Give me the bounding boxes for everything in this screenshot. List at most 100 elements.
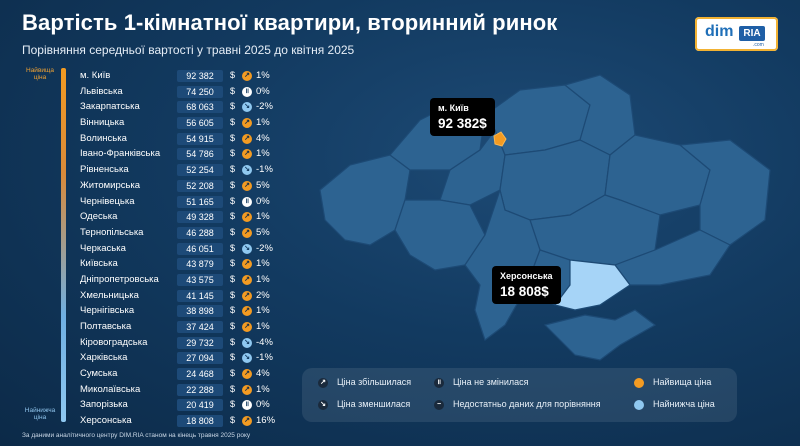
currency-symbol: $: [230, 70, 236, 80]
region-price: 24 468: [177, 368, 223, 381]
legend-lowest: Найнижча ціна: [634, 399, 715, 410]
region-name: Хмельницька: [80, 289, 139, 301]
region-name: Волинська: [80, 132, 127, 144]
price-change: 1%: [256, 148, 270, 160]
region-price: 37 424: [177, 321, 223, 333]
currency-symbol: $: [230, 383, 236, 394]
currency-symbol: $: [230, 258, 236, 269]
region-price: 54 786: [177, 148, 223, 161]
region-name: Київська: [80, 258, 118, 270]
region-name: Вінницька: [80, 117, 125, 129]
pause-icon: ॥: [434, 377, 444, 388]
region-price: 43 879: [177, 258, 223, 271]
region-name: Миколаївська: [80, 383, 141, 395]
currency-symbol: $: [230, 117, 236, 128]
map-legend: ↗ Ціна збільшилася ↘ Ціна зменшилася ॥ Ціна…: [302, 368, 737, 422]
region-name: Черкаська: [80, 242, 126, 254]
pause-icon: ॥: [242, 400, 252, 411]
blue-dot-icon: [634, 399, 644, 410]
currency-symbol: $: [230, 226, 236, 237]
price-change: 2%: [256, 289, 270, 301]
price-change: 1%: [256, 70, 270, 81]
up-arrow-icon: ↗: [242, 180, 252, 191]
currency-symbol: $: [230, 164, 236, 175]
table-row: Харківська 27 094 $ ↘ -1%: [80, 350, 273, 366]
currency-symbol: $: [230, 195, 236, 206]
currency-symbol: $: [230, 415, 236, 426]
table-row: Херсонська 18 808 $ ↗ 16%: [80, 413, 275, 429]
currency-symbol: $: [230, 273, 236, 284]
region-price: 52 208: [177, 179, 223, 192]
table-row: Одеська 49 328 $ ↗ 1%: [80, 209, 270, 225]
region-price: 38 898: [177, 305, 223, 318]
minus-icon: −: [434, 399, 444, 410]
region-name: Житомирська: [80, 179, 141, 191]
price-change: 1%: [256, 305, 270, 317]
down-arrow-icon: ↘: [242, 243, 252, 254]
callout-lowest: Херсонська 18 808$: [492, 266, 561, 304]
region-price: 29 732: [177, 336, 223, 349]
region-price: 92 382: [177, 70, 223, 82]
up-arrow-icon: ↗: [242, 416, 252, 427]
page-title: Вартість 1-кімнатної квартири, вторинний…: [22, 10, 558, 35]
map-region-kyiv-city: [493, 131, 507, 147]
region-name: Полтавська: [80, 321, 132, 332]
price-change: 16%: [256, 415, 276, 427]
region-price: 68 063: [177, 101, 223, 114]
down-arrow-icon: ↘: [242, 353, 252, 364]
legend-down-label: Ціна зменшилася: [337, 399, 411, 409]
map-region-crimea: [543, 309, 657, 361]
currency-symbol: $: [230, 289, 236, 300]
callout-highest-value: 92 382$: [438, 116, 487, 131]
region-name: Дніпропетровська: [80, 273, 159, 285]
callout-highest-name: м. Київ: [438, 103, 469, 113]
price-change: 5%: [256, 226, 270, 238]
region-price: 56 605: [177, 117, 223, 130]
region-price: 27 094: [177, 352, 223, 365]
table-row: Дніпропетровська 43 575 $ ↗ 1%: [80, 272, 270, 288]
region-name: Харківська: [80, 352, 128, 364]
currency-symbol: $: [230, 352, 236, 363]
region-name: м. Київ: [80, 70, 111, 81]
currency-symbol: $: [230, 242, 236, 253]
table-row: Рівненська 52 254 $ ↘ -1%: [80, 162, 273, 178]
currency-symbol: $: [230, 305, 236, 316]
legend-same-label: Ціна не змінилася: [453, 377, 529, 387]
region-name: Закарпатська: [80, 101, 140, 113]
price-scale-bar: [61, 68, 66, 422]
table-row: Івано-Франківська 54 786 $ ↗ 1%: [80, 146, 270, 162]
down-arrow-icon: ↘: [242, 165, 252, 176]
up-arrow-icon: ↗: [242, 133, 252, 144]
up-arrow-icon: ↗: [242, 227, 252, 238]
price-change: 5%: [256, 179, 270, 191]
table-row: м. Київ 92 382 $ ↗ 1%: [80, 68, 270, 84]
region-name: Чернівецька: [80, 195, 135, 207]
callout-lowest-name: Херсонська: [500, 271, 553, 281]
table-row: Львівська 74 250 $ ॥ 0%: [80, 84, 270, 100]
up-arrow-icon: ↗: [242, 71, 252, 81]
region-name: Чернігівська: [80, 305, 135, 317]
legend-down: ↘ Ціна зменшилася: [318, 399, 410, 410]
dim-ria-logo[interactable]: dim RIA .com: [695, 17, 778, 51]
up-arrow-icon: ↗: [242, 306, 252, 317]
price-change: 1%: [256, 117, 270, 129]
price-change: 1%: [256, 321, 270, 332]
legend-up-label: Ціна збільшилася: [337, 377, 412, 387]
region-name: Одеська: [80, 211, 118, 223]
region-price-table: м. Київ 92 382 $ ↗ 1% Львівська 74 250 $ ॥ 0% Зака…: [80, 68, 275, 429]
price-change: 0%: [256, 195, 270, 207]
legend-nodata: − Недостатньо даних для порівняння: [434, 399, 601, 410]
region-name: Сумська: [80, 368, 118, 380]
up-arrow-icon: ↗: [242, 259, 252, 270]
region-price: 54 915: [177, 132, 223, 145]
table-row: Хмельницька 41 145 $ ↗ 2%: [80, 288, 270, 304]
region-name: Львівська: [80, 85, 123, 97]
logo-ria-text: RIA: [739, 26, 765, 41]
up-arrow-icon: ↗: [242, 369, 252, 380]
currency-symbol: $: [230, 211, 236, 222]
region-price: 18 808: [177, 415, 223, 428]
currency-symbol: $: [230, 321, 236, 331]
up-arrow-icon: ↗: [242, 384, 252, 395]
down-arrow-icon: ↘: [318, 399, 328, 410]
table-row: Черкаська 46 051 $ ↘ -2%: [80, 241, 273, 257]
